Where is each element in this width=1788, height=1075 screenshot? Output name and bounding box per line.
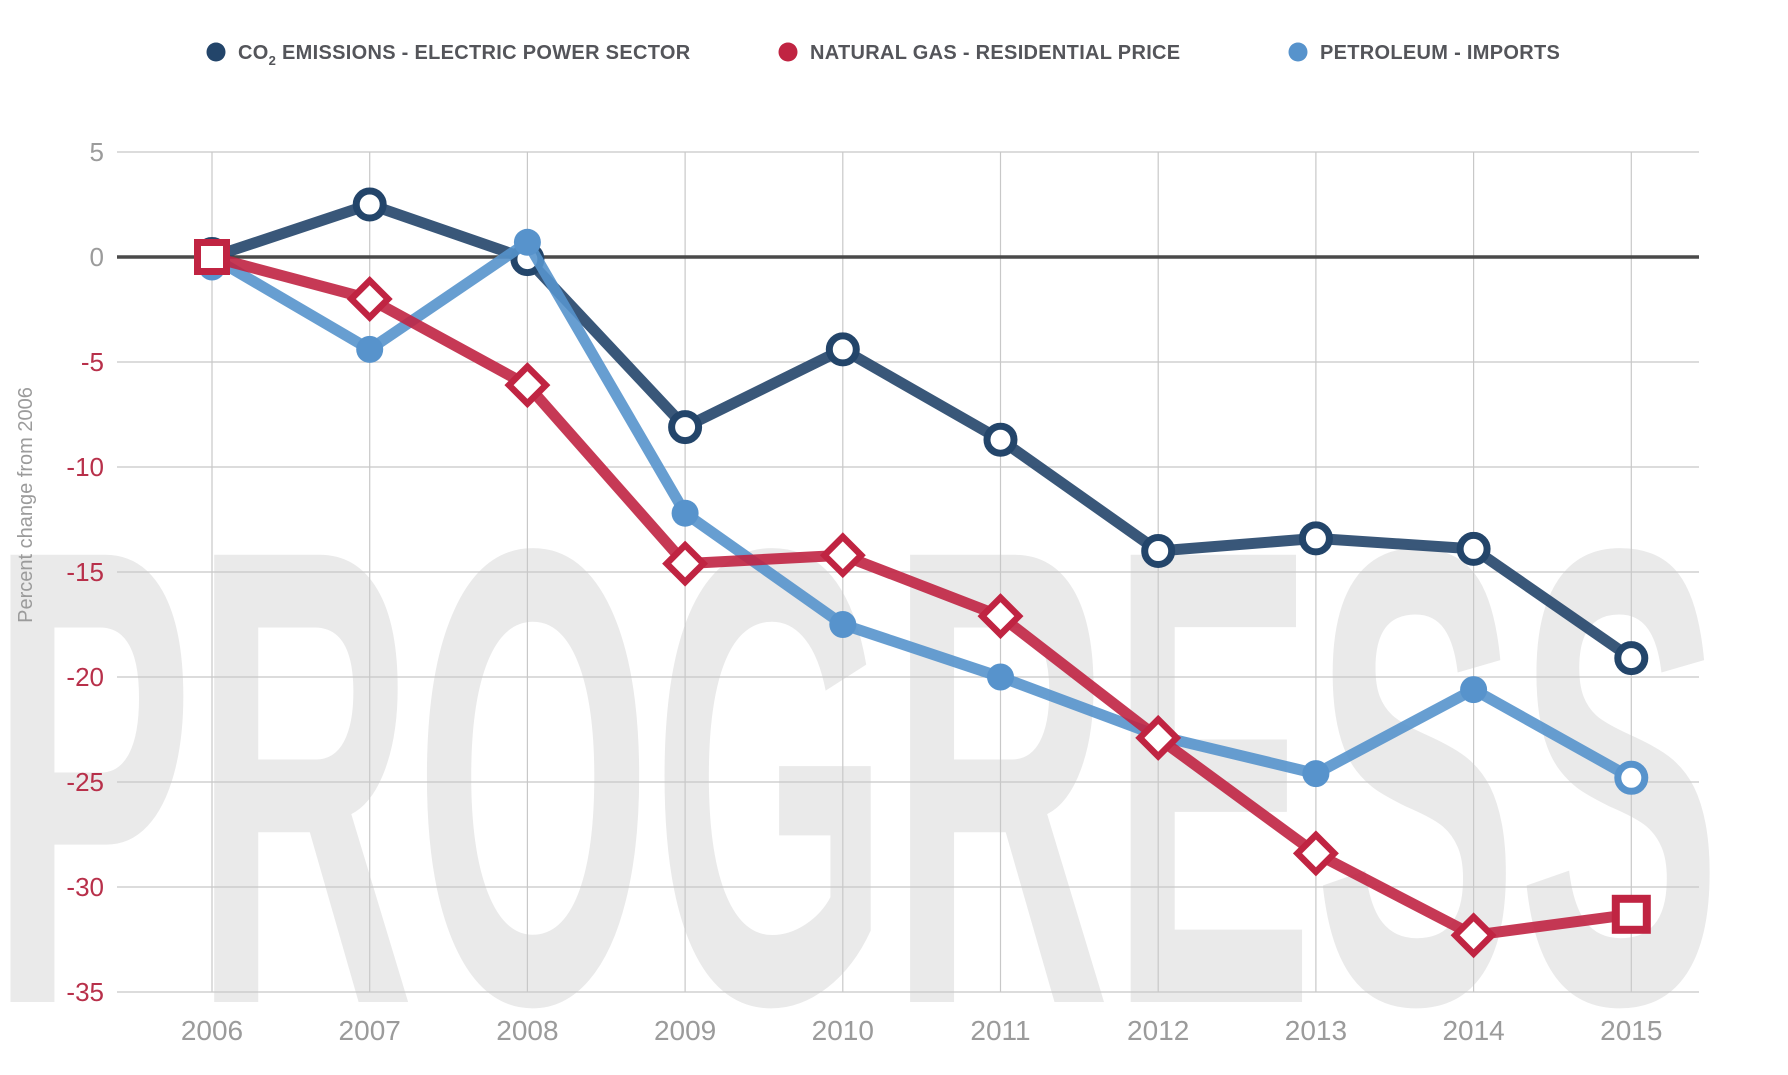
marker-co2-2009 [668,410,703,445]
marker-petroleum-2008 [513,228,541,256]
marker-natural_gas-2009 [662,540,709,587]
marker-natural_gas-2015 [1611,894,1651,934]
legend: CO2 EMISSIONS - ELECTRIC POWER SECTOR NAT… [206,42,1560,68]
marker-petroleum-2013 [1302,760,1330,788]
marker-natural_gas-2012 [1135,714,1182,761]
marker-natural_gas-2011 [977,593,1024,640]
y-tick-label--25: -25 [66,767,104,797]
marker-petroleum-2011 [987,663,1014,691]
marker-natural_gas-2010 [819,532,866,579]
y-tick-label-5: 5 [90,137,104,167]
x-tick-label-2008: 2008 [496,1015,558,1046]
x-tick-label-2013: 2013 [1285,1015,1347,1046]
watermark-text: PROGRESS [0,413,1722,1070]
y-axis-title: Percent change from 2006 [15,387,37,623]
marker-co2-2011 [983,422,1018,457]
gridlines [117,151,1699,993]
x-tick-label-2007: 2007 [339,1015,401,1046]
x-tick-label-2009: 2009 [654,1015,716,1046]
marker-petroleum-2009 [671,499,699,527]
marker-co2-2013 [1298,521,1333,556]
legend-item-co2: CO2 EMISSIONS - ELECTRIC POWER SECTOR [206,42,691,68]
x-tick-label-2014: 2014 [1442,1015,1504,1046]
marker-natural_gas-2008 [504,362,551,409]
marker-co2-2007 [352,187,387,222]
legend-label-petroleum: PETROLEUM - IMPORTS [1320,42,1560,64]
x-axis-ticks: 2006 2007 2008 2009 2010 2011 2012 2013 2014 2015 [181,1015,1663,1046]
y-tick-label--20: -20 [66,662,104,692]
y-tick-label--15: -15 [66,557,104,587]
marker-co2-2015 [1614,641,1649,676]
series-natural_gas-line [206,251,1637,941]
y-tick-label--10: -10 [66,452,104,482]
x-tick-label-2012: 2012 [1127,1015,1189,1046]
legend-label-natural_gas: NATURAL GAS - RESIDENTIAL PRICE [810,42,1180,64]
series-natural_gas [194,239,1651,959]
legend-dot-co2-icon [206,42,226,62]
x-tick-label-2006: 2006 [181,1015,243,1046]
x-tick-label-2011: 2011 [970,1015,1030,1046]
marker-petroleum-2015 [1614,760,1649,795]
series-petroleum-line [206,236,1637,784]
marker-petroleum-2010 [829,611,857,638]
legend-dot-natural_gas-icon [778,42,798,62]
legend-item-petroleum: PETROLEUM - IMPORTS [1288,42,1560,64]
marker-co2-2012 [1141,534,1176,568]
y-axis-ticks: 5 0 -5 -10 -15 -20 -25 -30 -35 [66,137,104,1007]
marker-petroleum-2007 [356,335,384,363]
marker-natural_gas-2014 [1450,912,1497,959]
watermark: PROGRESS [0,413,1722,1075]
legend-dot-petroleum-icon [1288,42,1308,62]
y-tick-label--5: -5 [81,347,104,377]
legend-label-co2: CO2 EMISSIONS - ELECTRIC POWER SECTOR [238,42,691,68]
x-tick-label-2010: 2010 [812,1015,874,1046]
y-tick-label--30: -30 [66,872,104,902]
marker-co2-2010 [825,332,860,367]
legend-item-natural_gas: NATURAL GAS - RESIDENTIAL PRICE [778,42,1180,64]
x-tick-label-2015: 2015 [1600,1015,1662,1046]
y-tick-label-0: 0 [90,242,104,272]
marker-natural_gas-2013 [1292,830,1339,877]
marker-petroleum-2014 [1460,676,1488,704]
marker-natural_gas-2007 [346,276,393,322]
series-co2-line [206,199,1637,664]
y-tick-label--35: -35 [66,977,104,1007]
marker-co2-2014 [1456,531,1491,566]
marker-natural_gas-2006 [194,239,230,275]
